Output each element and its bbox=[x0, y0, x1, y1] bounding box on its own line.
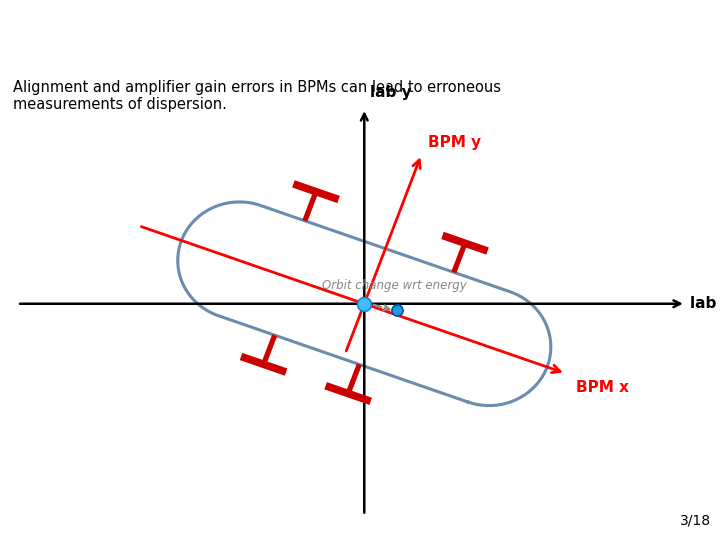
Text: BPM y: BPM y bbox=[428, 136, 482, 151]
Text: lab x: lab x bbox=[690, 296, 720, 311]
Text: BPM x: BPM x bbox=[576, 380, 629, 395]
Text: Coordinate Systems in a BPM: Coordinate Systems in a BPM bbox=[146, 20, 574, 48]
Text: lab y: lab y bbox=[370, 85, 412, 100]
Text: Orbit change wrt energy: Orbit change wrt energy bbox=[322, 279, 467, 292]
Text: Alignment and amplifier gain errors in BPMs can lead to erroneous
measurements o: Alignment and amplifier gain errors in B… bbox=[13, 80, 501, 112]
Text: 3/18: 3/18 bbox=[680, 514, 711, 528]
